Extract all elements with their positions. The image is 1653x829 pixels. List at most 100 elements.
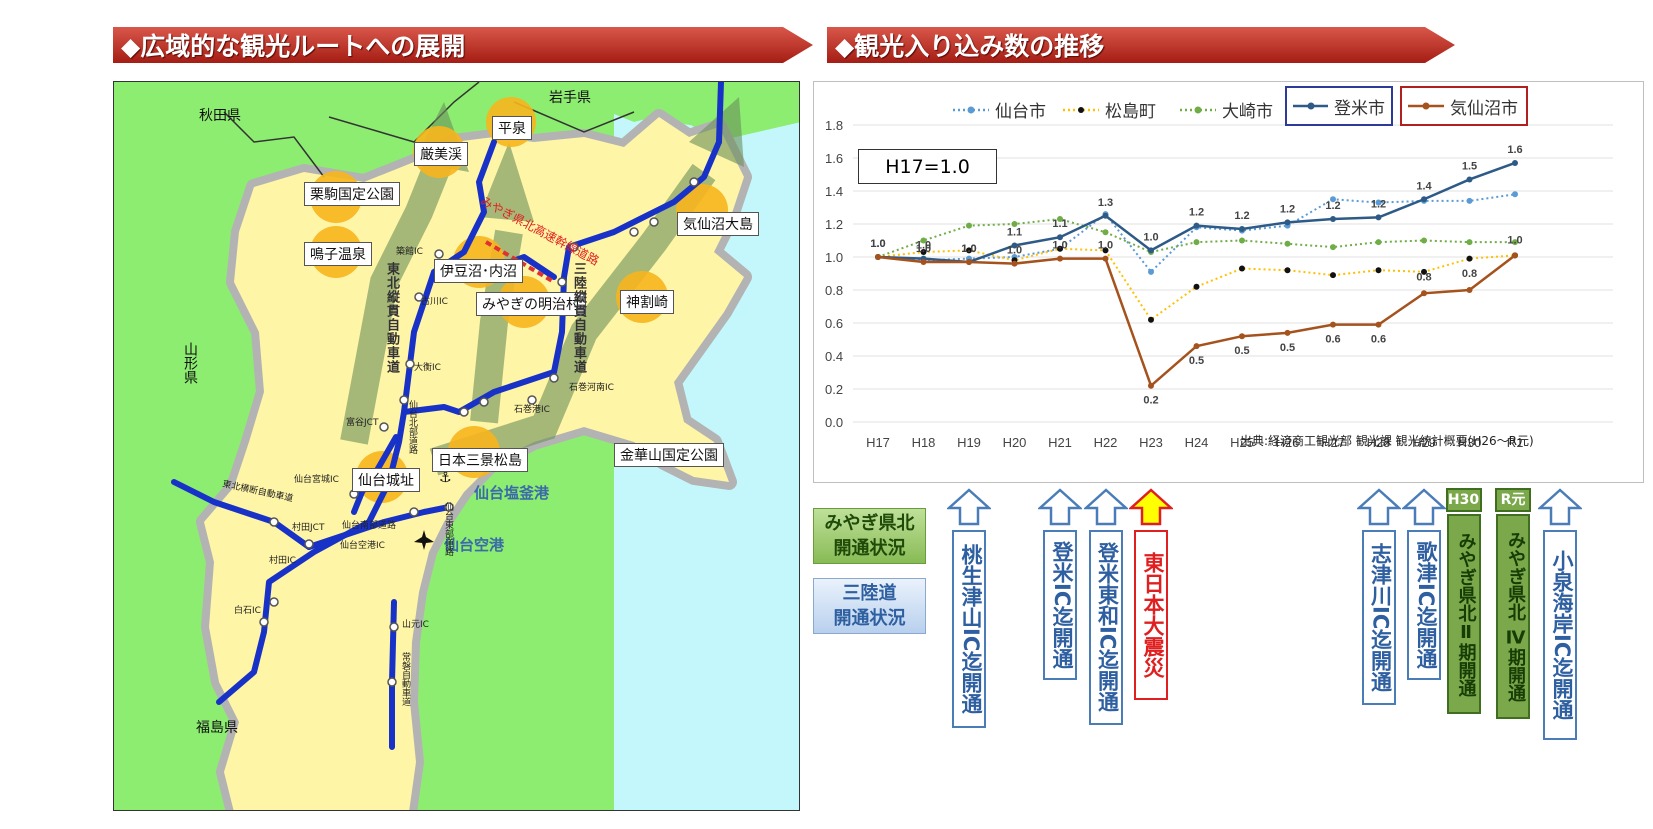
x-tick-label: H28 (1367, 435, 1391, 450)
data-label: 1.2 (1325, 200, 1340, 212)
data-point (1375, 267, 1382, 274)
x-tick-label: H20 (1003, 435, 1027, 450)
data-point (1375, 321, 1382, 328)
data-point (1466, 176, 1473, 183)
y-tick-label: 1.2 (825, 217, 843, 232)
data-point (1148, 382, 1154, 389)
x-tick-label: H23 (1139, 435, 1163, 450)
data-point (1011, 260, 1018, 267)
event-label: 東日本大震災 (1134, 530, 1168, 700)
legend-label-sendai: 仙台市 (995, 102, 1046, 122)
y-tick-label: 1.0 (825, 250, 843, 265)
data-point (1375, 214, 1382, 221)
data-point (1148, 247, 1154, 254)
data-point (1330, 216, 1336, 223)
event-label: 登米IC迄開通 (1043, 530, 1077, 680)
event-arrow (1036, 488, 1084, 530)
legend-tome: 登米市 (1285, 86, 1393, 126)
regional-map: ⚓ 秋田県 岩手県 山形県 福島県 平泉 厳美渓 栗駒国定公園 鳴子温泉 伊豆沼… (113, 81, 800, 811)
x-tick-label: H30 (1458, 435, 1482, 450)
data-point (966, 247, 972, 254)
data-point (1057, 216, 1063, 223)
spot-matsushima: 日本三景松島 (432, 448, 528, 472)
data-label: 1.0 (961, 243, 976, 255)
data-point (1193, 283, 1200, 290)
legend-matsushima: 松島町 (1063, 97, 1156, 122)
spot-kurikoma: 栗駒国定公園 (304, 182, 400, 206)
data-point (1193, 222, 1200, 229)
spot-kamiwarizaki: 神割崎 (620, 290, 674, 314)
road-joban: 常磐自動車道 (400, 652, 410, 706)
data-point (1057, 245, 1063, 252)
yamagata-label: 山形県 (182, 342, 198, 384)
ic-furukawa: 古川IC (421, 297, 448, 307)
data-label: 1.2 (1234, 210, 1249, 222)
data-label: 1.2 (1280, 203, 1295, 215)
x-tick-label: H24 (1185, 435, 1209, 450)
legend-kesennuma: 気仙沼市 (1400, 86, 1528, 126)
road-sanriku-expressway: 三陸縦貫自動車道 (571, 262, 586, 374)
status-kenpoku: みやぎ県北 開通状況 (813, 508, 926, 564)
legend-osaki: 大崎市 (1180, 97, 1273, 122)
data-point (1057, 255, 1063, 262)
data-point (1102, 255, 1109, 262)
road-sendai-tobu: 仙台東部道路 (443, 502, 453, 556)
spot-kinkasan: 金華山国定公園 (614, 443, 724, 467)
data-point (1466, 197, 1473, 204)
akita-label: 秋田県 (199, 108, 241, 124)
data-point (1011, 221, 1018, 227)
y-tick-label: 1.8 (825, 118, 843, 133)
data-label: 1.4 (1416, 180, 1432, 192)
data-point (1148, 268, 1154, 275)
data-label: 1.0 (1507, 234, 1522, 246)
event-label: みやぎ県北Ⅱ期開通 (1446, 514, 1481, 714)
base-note: H17=1.0 (858, 149, 997, 184)
road-sendai-hokubu: 仙台北部道路 (407, 400, 417, 454)
x-tick-label: H17 (866, 435, 890, 450)
data-point (1330, 196, 1336, 203)
data-point (1466, 255, 1473, 262)
data-label: 1.2 (1371, 198, 1386, 210)
data-point (1512, 159, 1518, 166)
data-label: 1.0 (1007, 245, 1022, 257)
legend-label-tome: 登米市 (1334, 98, 1385, 119)
data-point (1239, 333, 1245, 340)
legend-label-osaki: 大崎市 (1222, 102, 1273, 122)
data-point (1421, 268, 1427, 275)
spot-kesennuma-oshima: 気仙沼大島 (677, 212, 759, 236)
ic-ishinomakiko: 石巻港IC (514, 405, 550, 415)
data-point (1284, 219, 1291, 226)
data-label: 1.0 (916, 240, 931, 252)
data-label: 1.0 (961, 243, 976, 255)
data-label: 1.0 (1098, 240, 1113, 252)
x-tick-label: H29 (1412, 435, 1436, 450)
data-point (1284, 240, 1291, 247)
data-point (1193, 343, 1200, 350)
data-point (1421, 237, 1427, 244)
port-shiogama: 仙台塩釜港 (474, 484, 550, 502)
data-point (1239, 265, 1245, 272)
ic-sendai-miyagi: 仙台宮城IC (294, 475, 339, 485)
data-label: 0.8 (1462, 268, 1477, 280)
ic-murata-jct: 村田JCT (292, 523, 325, 533)
legend-label-kesennuma: 気仙沼市 (1450, 98, 1518, 119)
event-arrow (1082, 488, 1129, 530)
left-header: ◆広域的な観光ルートへの展開 (113, 27, 813, 63)
data-label: 0.5 (1189, 355, 1204, 367)
x-tick-label: R1 (1507, 435, 1524, 450)
y-tick-label: 0.0 (825, 415, 843, 430)
data-point (920, 258, 927, 265)
data-point (1466, 287, 1473, 293)
data-point (1466, 239, 1473, 246)
event-arrow (1536, 488, 1584, 530)
data-point (966, 258, 972, 265)
data-label: 1.6 (1507, 144, 1522, 156)
data-point (1512, 252, 1518, 259)
y-tick-label: 0.6 (825, 316, 843, 331)
ic-sendai-airport: 仙台空港IC (340, 541, 385, 551)
data-point (1011, 242, 1018, 249)
data-point (1284, 329, 1291, 336)
event-arrow (1127, 488, 1175, 530)
spot-izunuma: 伊豆沼･内沼 (434, 259, 523, 283)
data-point (1148, 316, 1154, 323)
